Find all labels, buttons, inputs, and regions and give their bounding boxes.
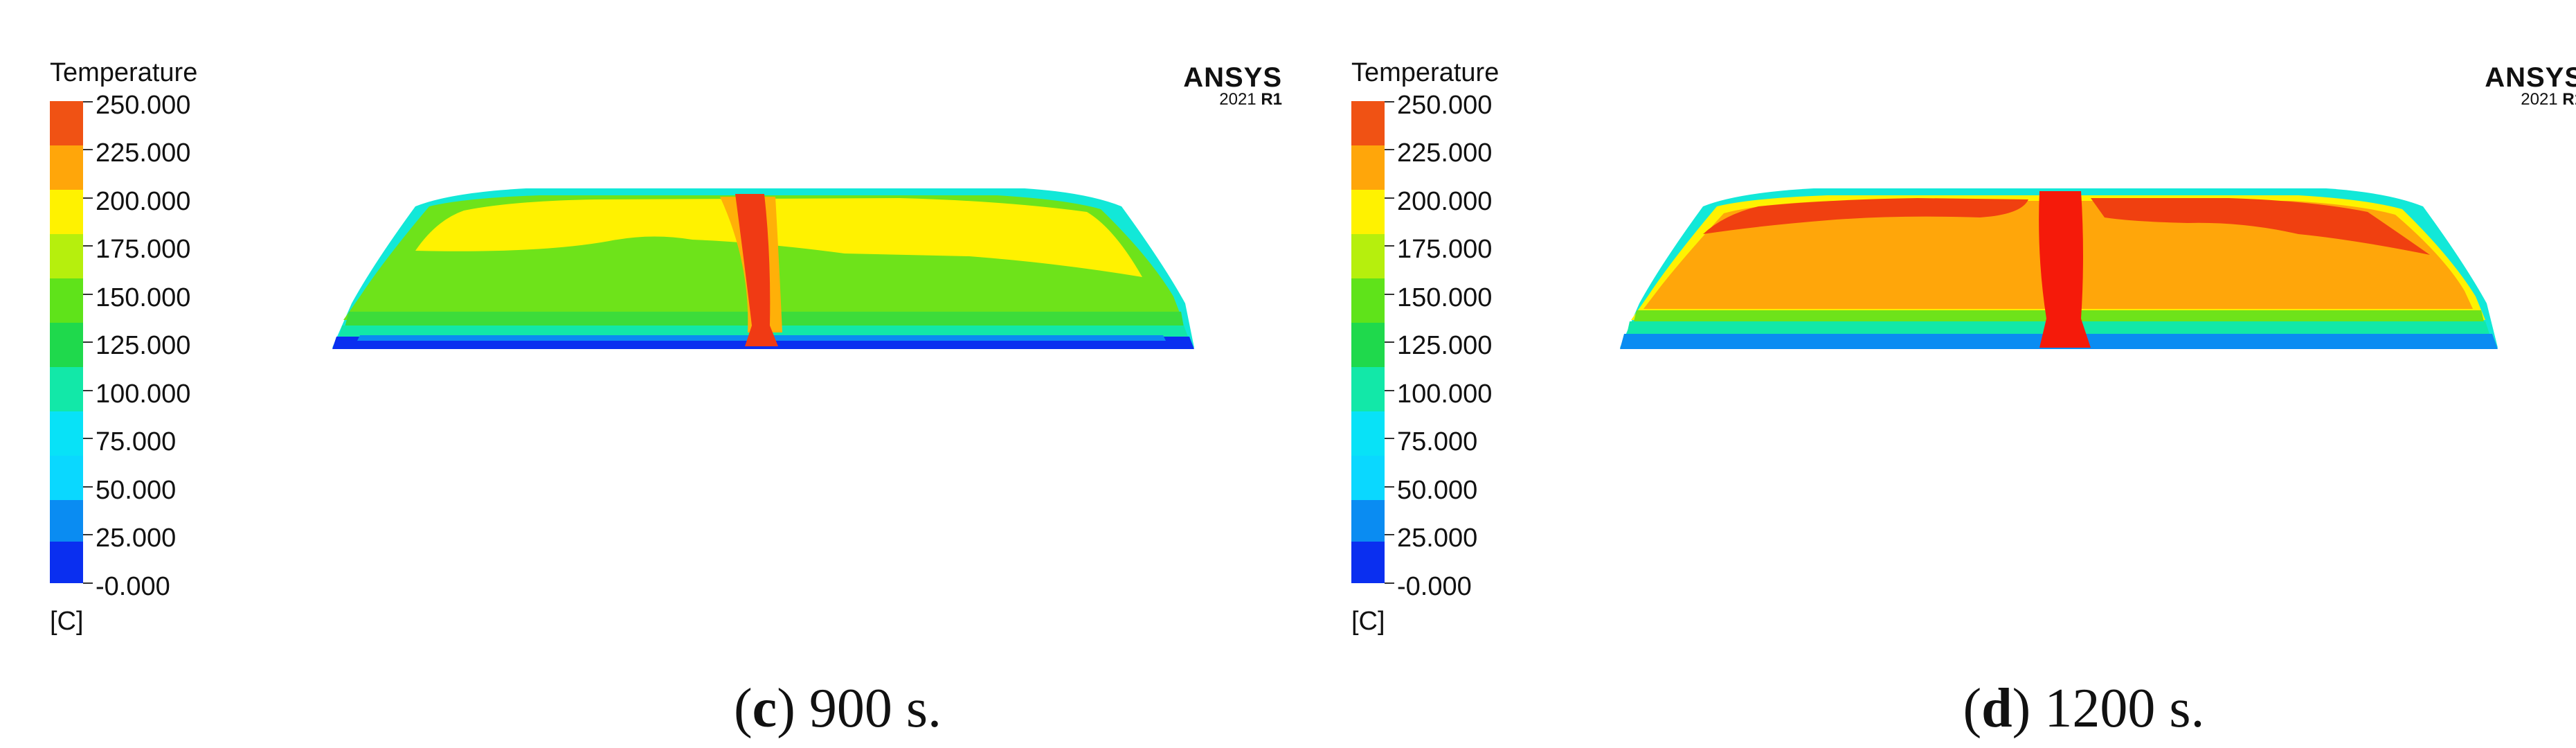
scale-band-100-125 [50,323,83,367]
scale-band-min [50,542,83,583]
caption-text: ) 900 s. [777,678,942,739]
scale-band-175-200 [50,190,83,234]
tick-mark [1385,582,1394,584]
tick-mark [1385,294,1394,295]
scale-band-75-100 [50,367,83,411]
tick-mark [83,294,93,295]
caption-letter: d [1981,678,2012,739]
ansys-logo: ANSYS 2021 R1 [1183,64,1282,108]
caption-open: ( [734,678,753,739]
tick-label: 250.000 [1397,91,1493,120]
contour-red-upper-right [2091,198,2430,255]
figure-caption-c: (c) 900 s. [734,677,942,740]
tick-mark [83,438,93,439]
caption-text: ) 1200 s. [2012,678,2205,739]
scale-band-225-250 [1351,101,1385,145]
contour-yellow-region [415,198,1142,277]
brand-version: 2021 R1 [2485,91,2576,108]
tick-mark [1385,341,1394,343]
tick-mark [83,390,93,391]
scale-band-200-225 [1351,145,1385,190]
tick-label: 100.000 [1397,380,1493,409]
ansys-logo: ANSYS 2021 R1 [2485,64,2576,108]
tick-label: 150.000 [96,283,191,312]
tick-mark [1385,486,1394,488]
brand-name: ANSYS [2485,62,2576,93]
scale-band-25-50 [50,456,83,500]
tick-mark [1385,245,1394,247]
unit-label: [C] [1351,607,1385,636]
tick-label: 225.000 [96,139,191,168]
contour-center-plume [2039,191,2091,348]
version-release: R1 [1261,90,1282,109]
tick-mark [1385,197,1394,199]
scale-band-150-175 [1351,234,1385,278]
scale-band-225-250 [50,101,83,145]
contour-red-upper [1703,198,2028,234]
scale-band-min [1351,542,1385,583]
tick-label: -0.000 [96,572,170,601]
figure-caption-d: (d) 1200 s. [1963,677,2205,740]
tick-label: 75.000 [1397,427,1478,456]
tick-label: 175.000 [1397,235,1493,264]
tick-label: 125.000 [96,331,191,360]
version-year: 2021 [1219,90,1257,109]
tick-label: 150.000 [1397,283,1493,312]
tick-label: 225.000 [1397,139,1493,168]
scale-band-0-25 [50,500,83,542]
tick-mark [1385,101,1394,103]
tick-label: 175.000 [96,235,191,264]
version-year: 2021 [2521,90,2558,109]
tick-mark [1385,390,1394,391]
tick-mark [83,534,93,535]
tick-mark [83,149,93,150]
scale-band-50-75 [1351,411,1385,456]
scale-band-150-175 [50,234,83,278]
panel-d: Temperature 250.000 225.000 200.000 175.… [1301,0,2576,748]
contour-center-plume [735,194,778,346]
tick-mark [1385,438,1394,439]
scale-band-125-150 [1351,278,1385,323]
legend-title: Temperature [50,58,198,87]
tick-label: 25.000 [96,524,177,553]
tick-mark [83,197,93,199]
color-scale [50,101,83,583]
unit-label: [C] [50,607,84,636]
tick-mark [1385,534,1394,535]
tick-label: 75.000 [96,427,177,456]
tick-label: 100.000 [96,380,191,409]
legend-title: Temperature [1351,58,1499,87]
scale-band-200-225 [50,145,83,190]
scale-band-0-25 [1351,500,1385,542]
tick-label: -0.000 [1397,572,1472,601]
tick-label: 250.000 [96,91,191,120]
tick-mark [83,582,93,584]
brand-version: 2021 R1 [1183,91,1282,108]
tick-label: 200.000 [1397,187,1493,216]
panel-c: Temperature 250.000 225.000 200.000 175.… [50,58,1282,740]
tick-label: 125.000 [1397,331,1493,360]
scale-band-25-50 [1351,456,1385,500]
brand-name: ANSYS [1183,62,1282,93]
tick-mark [83,341,93,343]
scale-band-75-100 [1351,367,1385,411]
caption-letter: c [752,678,777,739]
caption-open: ( [1963,678,1982,739]
scale-band-125-150 [50,278,83,323]
scale-band-175-200 [1351,190,1385,234]
tick-label: 200.000 [96,187,191,216]
version-release: R1 [2562,90,2576,109]
tick-label: 50.000 [1397,476,1478,505]
tick-mark [1385,149,1394,150]
tick-mark [83,245,93,247]
tick-mark [83,486,93,488]
scale-band-50-75 [50,411,83,456]
scale-band-100-125 [1351,323,1385,367]
temperature-contour-plot [332,188,1194,349]
color-scale [1351,101,1385,583]
temperature-contour-plot [1620,188,2498,349]
tick-label: 25.000 [1397,524,1478,553]
tick-mark [83,101,93,103]
tick-label: 50.000 [96,476,177,505]
